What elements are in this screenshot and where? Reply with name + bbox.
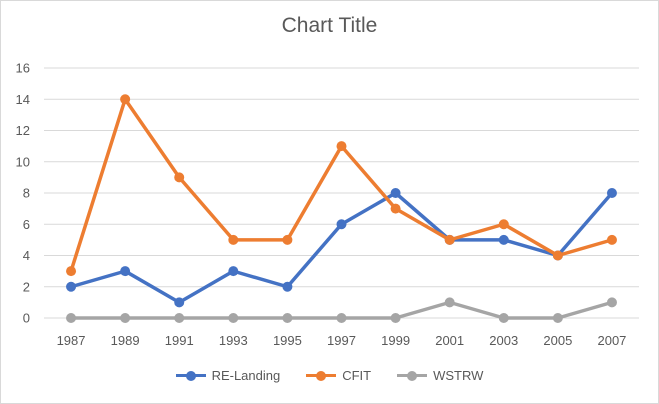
data-point — [390, 188, 401, 198]
data-point — [174, 297, 185, 308]
series-wstrw — [66, 297, 617, 323]
legend-swatch — [306, 370, 337, 381]
chart-title: Chart Title — [281, 14, 378, 37]
y-tick-label: 16 — [16, 61, 30, 76]
data-point — [120, 266, 131, 277]
data-point — [120, 313, 131, 323]
data-point — [174, 172, 185, 183]
data-point — [444, 234, 455, 245]
series-re-landing — [66, 188, 617, 308]
series-line — [69, 191, 614, 305]
data-point — [282, 313, 293, 323]
x-tick-label: 1991 — [165, 333, 194, 348]
x-tick-label: 1997 — [327, 333, 356, 348]
series-cfit — [66, 94, 617, 277]
data-point — [228, 266, 239, 277]
data-point — [390, 313, 401, 323]
data-point — [66, 313, 77, 323]
legend-marker — [185, 370, 196, 381]
y-tick-label: 6 — [23, 217, 30, 232]
data-point — [390, 203, 401, 214]
data-point — [552, 250, 563, 261]
data-point — [336, 313, 347, 323]
x-tick-label: 1987 — [57, 333, 86, 348]
data-point — [336, 219, 347, 230]
legend-label: WSTRW — [433, 368, 484, 383]
y-tick-label: 14 — [16, 92, 30, 107]
x-axis-tick-labels: 1987 1989 1991 1993 1995 1997 1999 2001 2003 2005… — [57, 333, 627, 348]
data-point — [282, 281, 293, 292]
data-point — [444, 297, 455, 308]
legend-item: RE-Landing — [175, 368, 281, 383]
legend: RE-Landing CFIT WSTRW — [0, 368, 659, 383]
y-tick-label: 2 — [23, 279, 30, 294]
data-point — [552, 313, 563, 323]
data-point — [606, 297, 617, 308]
data-point — [66, 281, 77, 292]
legend-swatch — [397, 370, 428, 381]
data-point — [174, 313, 185, 323]
legend-marker — [316, 370, 327, 381]
legend-label: CFIT — [342, 368, 372, 383]
x-tick-label: 1999 — [381, 333, 410, 348]
x-tick-label: 2003 — [489, 333, 518, 348]
x-tick-label: 1993 — [219, 333, 248, 348]
data-point — [66, 266, 77, 277]
data-point — [606, 188, 617, 198]
legend-marker — [407, 370, 418, 381]
data-point — [498, 234, 509, 245]
data-point — [498, 313, 509, 323]
data-point — [228, 313, 239, 323]
y-axis-tick-labels: 0 2 4 6 8 10 12 14 16 — [16, 61, 30, 326]
series-layer — [66, 94, 617, 323]
series-line — [69, 97, 614, 273]
x-tick-label: 2007 — [597, 333, 626, 348]
data-point — [282, 234, 293, 245]
y-tick-label: 8 — [23, 186, 30, 201]
y-tick-label: 0 — [23, 311, 30, 326]
y-tick-label: 12 — [16, 123, 30, 138]
data-point — [120, 94, 131, 105]
legend-swatch — [175, 370, 206, 381]
legend-item: CFIT — [306, 368, 371, 383]
x-tick-label: 2001 — [435, 333, 464, 348]
legend-label: RE-Landing — [211, 368, 281, 383]
gridlines — [44, 67, 639, 319]
data-point — [228, 234, 239, 245]
data-point — [336, 141, 347, 152]
y-tick-label: 10 — [16, 154, 30, 169]
x-tick-label: 1989 — [111, 333, 140, 348]
x-tick-label: 1995 — [273, 333, 302, 348]
legend-item: WSTRW — [397, 368, 483, 383]
data-point — [498, 219, 509, 230]
x-tick-label: 2005 — [543, 333, 572, 348]
y-tick-label: 4 — [23, 248, 30, 263]
data-point — [606, 234, 617, 245]
